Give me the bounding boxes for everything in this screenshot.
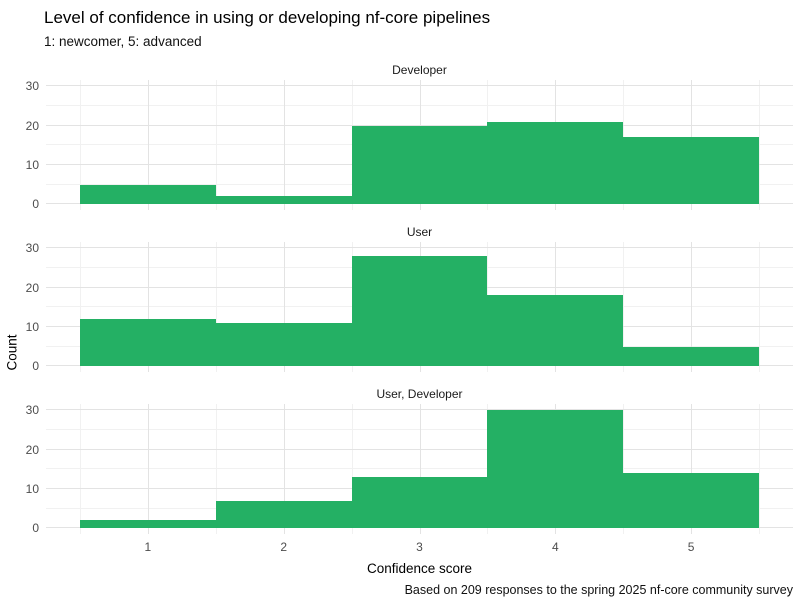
gridline-major-h bbox=[46, 85, 793, 87]
histogram-bar bbox=[215, 323, 352, 367]
histogram-bar bbox=[79, 520, 216, 529]
y-tick-label: 0 bbox=[32, 521, 39, 536]
histogram-bar bbox=[351, 125, 488, 205]
histogram-bar bbox=[487, 295, 624, 367]
chart-subtitle: 1: newcomer, 5: advanced bbox=[44, 34, 202, 50]
y-axis-tick-labels: 0 10 20 30 bbox=[0, 80, 46, 210]
facet-body: 0 10 20 30 bbox=[0, 80, 800, 210]
facet-body: 0 10 20 30 bbox=[0, 242, 800, 372]
facet-2: User, Developer 0 10 20 30 bbox=[0, 386, 800, 534]
gridline-minor-v bbox=[79, 404, 81, 535]
faceted-histogram: Count Developer 0 10 20 30 User 0 10 20 30 User, D… bbox=[0, 62, 800, 576]
y-tick-label: 10 bbox=[25, 481, 39, 496]
histogram-bar bbox=[623, 473, 760, 529]
y-axis-tick-labels: 0 10 20 30 bbox=[0, 242, 46, 372]
y-tick-label: 20 bbox=[25, 442, 39, 457]
facet-body: 0 10 20 30 bbox=[0, 404, 800, 534]
gridline-major-h bbox=[46, 448, 793, 450]
facet-1: User 0 10 20 30 bbox=[0, 224, 800, 372]
gridline-major-v bbox=[691, 242, 693, 373]
gridline-major-v bbox=[283, 242, 285, 373]
facet-strip-label: User, Developer bbox=[376, 387, 463, 402]
histogram-bar bbox=[487, 410, 624, 529]
histogram-bar bbox=[351, 256, 488, 367]
gridline-major-v bbox=[283, 404, 285, 535]
gridline-minor-v bbox=[759, 80, 761, 211]
y-tick-label: 30 bbox=[25, 79, 39, 94]
x-axis: 1 2 3 4 5 bbox=[0, 538, 800, 554]
x-axis-gutter bbox=[0, 538, 46, 554]
gridline-major-v bbox=[691, 404, 693, 535]
gridline-major-v bbox=[419, 404, 421, 535]
y-tick-label: 0 bbox=[32, 197, 39, 212]
gridline-major-v bbox=[147, 242, 149, 373]
histogram-bar bbox=[79, 184, 216, 205]
gridline-minor-v bbox=[215, 242, 217, 373]
facet-strip-label: Developer bbox=[392, 63, 447, 78]
facet-panel bbox=[46, 404, 793, 535]
y-tick-label: 0 bbox=[32, 359, 39, 374]
x-tick-label: 1 bbox=[144, 540, 152, 555]
histogram-bar bbox=[487, 121, 624, 205]
histogram-bar bbox=[79, 319, 216, 367]
gridline-major-v bbox=[283, 80, 285, 211]
facet-0: Developer 0 10 20 30 bbox=[0, 62, 800, 210]
facet-strip-label: User bbox=[406, 225, 433, 240]
histogram-bar bbox=[215, 500, 352, 529]
histogram-bar bbox=[351, 477, 488, 529]
gridline-major-v bbox=[147, 80, 149, 211]
x-tick-label: 4 bbox=[551, 540, 559, 555]
gridline-minor-v bbox=[623, 404, 625, 535]
y-tick-label: 10 bbox=[25, 157, 39, 172]
histogram-bar bbox=[623, 137, 760, 205]
y-tick-label: 20 bbox=[25, 280, 39, 295]
chart-title: Level of confidence in using or developi… bbox=[44, 8, 491, 27]
facet-panel bbox=[46, 242, 793, 373]
y-tick-label: 20 bbox=[25, 118, 39, 133]
histogram-bar bbox=[623, 346, 760, 367]
gridline-minor-v bbox=[759, 242, 761, 373]
y-axis-tick-labels: 0 10 20 30 bbox=[0, 404, 46, 534]
chart-header: Level of confidence in using or developi… bbox=[0, 0, 800, 49]
gridline-major-h bbox=[46, 247, 793, 249]
gridline-major-h bbox=[46, 409, 793, 411]
gridline-minor-v bbox=[79, 242, 81, 373]
gridline-major-v bbox=[147, 404, 149, 535]
x-tick-label: 5 bbox=[687, 540, 695, 555]
x-tick-label: 2 bbox=[280, 540, 288, 555]
y-tick-label: 30 bbox=[25, 241, 39, 256]
x-axis-ticks: 1 2 3 4 5 bbox=[46, 538, 793, 554]
chart-caption: Based on 209 responses to the spring 202… bbox=[404, 583, 793, 598]
x-axis-title: Confidence score bbox=[366, 561, 473, 577]
histogram-bar bbox=[215, 196, 352, 205]
gridline-minor-v bbox=[351, 404, 353, 535]
facets-container: Developer 0 10 20 30 User 0 10 20 30 User, Develop… bbox=[0, 62, 800, 534]
gridline-minor-v bbox=[759, 404, 761, 535]
gridline-minor-v bbox=[623, 242, 625, 373]
y-tick-label: 30 bbox=[25, 403, 39, 418]
gridline-major-h bbox=[46, 124, 793, 126]
y-tick-label: 10 bbox=[25, 319, 39, 334]
gridline-minor-v bbox=[79, 80, 81, 211]
x-tick-label: 3 bbox=[416, 540, 423, 555]
gridline-minor-v bbox=[215, 404, 217, 535]
facet-panel bbox=[46, 80, 793, 211]
gridline-minor-v bbox=[215, 80, 217, 211]
